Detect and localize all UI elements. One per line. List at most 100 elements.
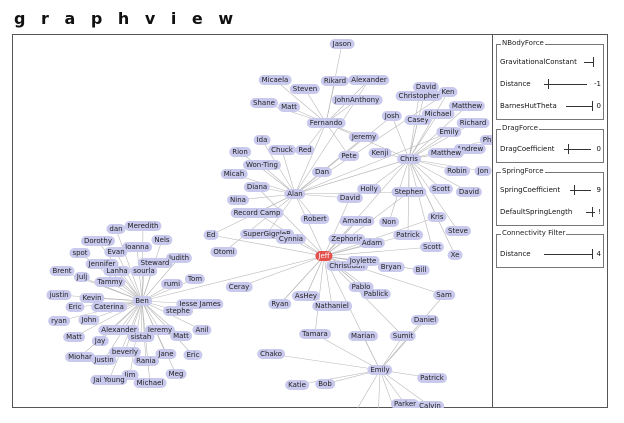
drag-coefficient-slider[interactable] — [564, 144, 591, 154]
center-node[interactable]: Jeff — [315, 251, 333, 261]
graph-node[interactable]: Holly — [357, 184, 381, 194]
graph-node[interactable]: Jane — [155, 349, 177, 359]
default-spring-length-slider[interactable] — [586, 207, 595, 217]
gravitational-constant-slider[interactable] — [584, 57, 594, 67]
graph-node[interactable]: Bill — [412, 265, 430, 275]
graph-node[interactable]: Eric — [65, 302, 85, 312]
graph-node[interactable]: Lanha — [103, 266, 131, 276]
graph-node[interactable]: justin — [46, 290, 72, 300]
graph-node[interactable]: Fernando — [306, 118, 346, 128]
graph-node[interactable]: Robert — [300, 214, 330, 224]
graph-canvas[interactable]: Jason Micaela Rikard Alexander Steven David Ke… — [12, 34, 492, 408]
graph-node[interactable]: sistah — [127, 332, 155, 342]
graph-node[interactable]: Bryan — [377, 262, 405, 272]
graph-node[interactable]: Kenji — [368, 148, 392, 158]
slider-knob[interactable] — [592, 207, 593, 217]
graph-node[interactable]: Jay — [91, 336, 109, 346]
graph-node[interactable]: spot — [69, 248, 91, 258]
graph-node[interactable]: Calvin — [416, 401, 444, 408]
graph-node[interactable]: Sam — [433, 290, 455, 300]
graph-node[interactable]: Eric — [183, 350, 203, 360]
graph-node[interactable]: Parker — [390, 399, 420, 408]
graph-node[interactable]: Pablick — [360, 289, 392, 299]
graph-node[interactable]: Ryan — [268, 299, 292, 309]
graph-node[interactable]: Jennifer — [85, 259, 119, 269]
graph-node[interactable]: Marian — [348, 331, 378, 341]
graph-node[interactable]: Jai Young — [90, 375, 128, 385]
graph-node[interactable]: Evan — [104, 247, 128, 257]
graph-node[interactable]: Won-Ting — [243, 160, 281, 170]
graph-node[interactable]: Meg — [165, 369, 187, 379]
graph-node[interactable]: Steve — [445, 226, 471, 236]
graph-node[interactable]: Pete — [338, 151, 360, 161]
graph-node[interactable]: Jesse James — [176, 299, 224, 309]
graph-node[interactable]: SuperGiggleB — [240, 229, 294, 239]
graph-node[interactable]: Zephoria — [328, 234, 366, 244]
distance-slider[interactable] — [544, 79, 587, 89]
graph-node[interactable]: Ceray — [225, 282, 253, 292]
graph-node[interactable]: Matthew — [427, 148, 465, 158]
graph-node[interactable]: Emily — [367, 365, 393, 375]
graph-node[interactable]: Nels — [151, 235, 173, 245]
graph-node[interactable]: Kevin — [79, 293, 105, 303]
slider-knob[interactable] — [592, 249, 593, 259]
slider-knob[interactable] — [592, 101, 593, 111]
graph-node[interactable]: Joanna — [122, 242, 152, 252]
graph-node[interactable]: Emily — [436, 127, 462, 137]
graph-node[interactable]: Non — [379, 217, 399, 227]
graph-node[interactable]: stephe — [163, 306, 193, 316]
graph-node[interactable]: Patrick — [393, 230, 423, 240]
graph-node[interactable]: Jon — [474, 166, 492, 176]
slider-knob[interactable] — [593, 57, 594, 67]
graph-node[interactable]: David — [455, 187, 483, 197]
graph-node[interactable]: Scott — [428, 184, 454, 194]
graph-node[interactable]: Caterina — [91, 302, 127, 312]
graph-node[interactable]: rumi — [160, 279, 184, 289]
graph-node[interactable]: dan — [106, 224, 126, 234]
graph-node[interactable]: Brent — [49, 266, 75, 276]
graph-node[interactable]: Richard — [456, 118, 490, 128]
graph-node[interactable]: Rikard — [320, 76, 350, 86]
graph-node[interactable]: Dorothy — [80, 236, 116, 246]
graph-node[interactable]: Joylette — [346, 256, 380, 266]
graph-node[interactable]: AsHey — [291, 291, 321, 301]
graph-node[interactable]: Matthew — [448, 101, 486, 111]
graph-node[interactable]: Christiaan — [326, 261, 368, 271]
graph-node[interactable]: JohnAnthony — [331, 95, 383, 105]
graph-node[interactable]: Steward — [137, 258, 173, 268]
graph-node[interactable]: Sumit — [389, 331, 417, 341]
graph-node[interactable]: Jeremy — [348, 132, 380, 142]
graph-node[interactable]: Chako — [257, 349, 285, 359]
spring-coefficient-slider[interactable] — [570, 185, 591, 195]
graph-node[interactable]: Nina — [227, 195, 249, 205]
graph-node[interactable]: Tom — [184, 274, 206, 284]
graph-node[interactable]: Matt — [170, 331, 192, 341]
graph-node[interactable]: Chuck — [268, 145, 296, 155]
graph-node[interactable]: Cynnia — [275, 234, 307, 244]
graph-node[interactable]: Alexander — [98, 325, 140, 335]
graph-node[interactable]: Red — [295, 145, 315, 155]
graph-node[interactable]: Anil — [192, 325, 212, 335]
graph-node[interactable]: Amanda — [339, 216, 375, 226]
connectivity-distance-slider[interactable] — [544, 249, 593, 259]
graph-node[interactable]: Ida — [253, 135, 271, 145]
graph-node[interactable]: Christopher — [395, 91, 443, 101]
graph-node[interactable]: Stephen — [391, 187, 427, 197]
graph-node[interactable]: Tammy — [94, 277, 126, 287]
graph-node[interactable]: Phil — [479, 135, 492, 145]
graph-node[interactable]: Dan — [311, 167, 333, 177]
graph-node[interactable]: Jeremy — [144, 325, 176, 335]
graph-node[interactable]: Kris — [427, 212, 447, 222]
graph-node[interactable]: Tamara — [299, 329, 331, 339]
slider-knob[interactable] — [568, 144, 569, 154]
graph-node[interactable]: Diana — [243, 182, 271, 192]
graph-node[interactable]: Xe — [447, 250, 463, 260]
graph-node[interactable]: Andrew — [453, 144, 487, 154]
graph-node[interactable]: Josh — [381, 111, 403, 121]
graph-node[interactable]: Meredith — [124, 221, 162, 231]
graph-node[interactable]: David — [412, 82, 440, 92]
graph-node[interactable]: Michael — [133, 378, 167, 388]
graph-node[interactable]: Rania — [133, 356, 159, 366]
graph-node[interactable]: Alexander — [348, 75, 390, 85]
graph-node[interactable]: Scott — [419, 242, 445, 252]
